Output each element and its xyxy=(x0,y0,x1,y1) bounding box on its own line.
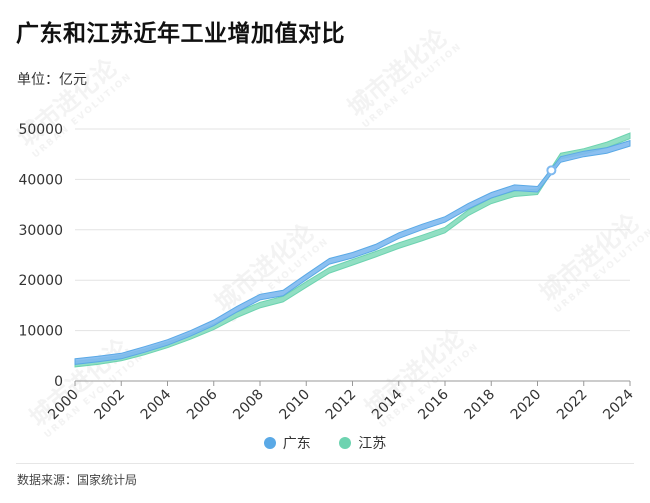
y-tick-label: 20000 xyxy=(18,273,63,289)
y-tick-label: 0 xyxy=(54,374,63,390)
legend-item-jiangsu[interactable]: 江苏 xyxy=(339,433,386,453)
legend-label-jiangsu: 江苏 xyxy=(358,436,387,452)
x-tick-label: 2016 xyxy=(415,386,452,423)
series-band-jiangsu xyxy=(74,132,631,368)
legend-swatch-jiangsu xyxy=(339,437,352,449)
chart-title: 广东和江苏近年工业增加值对比 xyxy=(16,21,345,47)
data-source-note: 数据来源：国家统计局 xyxy=(17,473,138,487)
legend-item-guangdong[interactable]: 广东 xyxy=(263,433,311,453)
footer-divider xyxy=(16,463,634,464)
x-tick-label: 2008 xyxy=(230,387,267,424)
x-tick-label: 2014 xyxy=(369,386,406,423)
legend: 广东 江苏 xyxy=(0,433,650,453)
x-tick-label: 2000 xyxy=(45,387,82,424)
y-tick-label: 30000 xyxy=(18,223,63,239)
y-tick-label: 50000 xyxy=(18,122,63,138)
crossover-marker xyxy=(546,165,557,176)
y-tick-label: 10000 xyxy=(18,324,63,340)
series-band-guangdong xyxy=(74,139,631,365)
x-tick-label: 2004 xyxy=(138,386,175,423)
x-tick-label: 2020 xyxy=(508,387,545,424)
y-axis-unit-label: 单位：亿元 xyxy=(17,72,87,88)
x-tick-label: 2002 xyxy=(92,387,129,424)
x-tick-label: 2018 xyxy=(462,387,499,424)
x-tick-label: 2022 xyxy=(554,387,591,424)
x-tick-label: 2006 xyxy=(184,386,221,423)
x-tick-label: 2024 xyxy=(600,386,637,423)
x-tick-label: 2010 xyxy=(277,387,314,424)
legend-label-guangdong: 广东 xyxy=(282,436,311,452)
legend-swatch-guangdong xyxy=(263,437,276,449)
x-tick-label: 2012 xyxy=(323,387,360,424)
y-tick-label: 40000 xyxy=(18,172,63,188)
